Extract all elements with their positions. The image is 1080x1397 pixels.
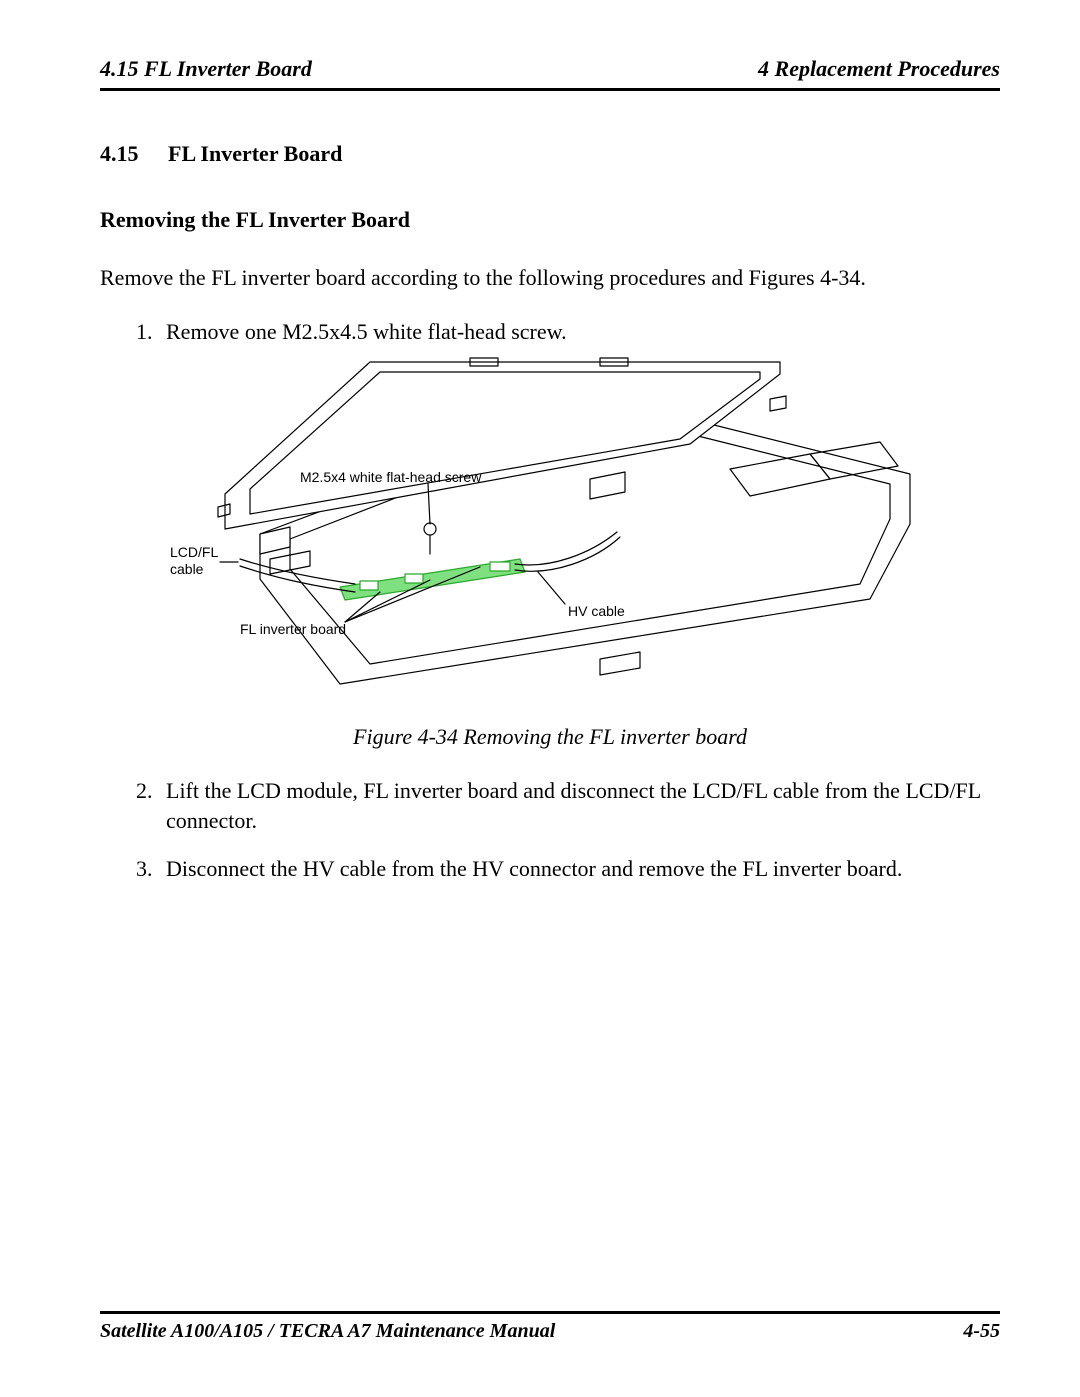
step-2: Lift the LCD module, FL inverter board a… — [158, 776, 1000, 835]
label-inverter: FL inverter board — [240, 621, 346, 637]
page-footer: Satellite A100/A105 / TECRA A7 Maintenan… — [100, 1311, 1000, 1343]
footer-left: Satellite A100/A105 / TECRA A7 Maintenan… — [100, 1320, 555, 1343]
page-header: 4.15 FL Inverter Board 4 Replacement Pro… — [100, 56, 1000, 91]
footer-right: 4-55 — [963, 1320, 1000, 1343]
label-lcdfl-1: LCD/FL — [170, 544, 218, 560]
step-1: Remove one M2.5x4.5 white flat-head scre… — [158, 317, 1000, 347]
subheading: Removing the FL Inverter Board — [100, 207, 1000, 233]
header-right: 4 Replacement Procedures — [758, 56, 1000, 82]
figure-4-34: M2.5x4 white flat-head screw LCD/FL cabl… — [100, 354, 1000, 714]
section-title-text: FL Inverter Board — [168, 141, 342, 166]
section-number: 4.15 — [100, 141, 139, 167]
procedure-list-part2: Lift the LCD module, FL inverter board a… — [100, 776, 1000, 883]
label-lcdfl-2: cable — [170, 561, 204, 577]
step-3: Disconnect the HV cable from the HV conn… — [158, 854, 1000, 884]
figure-caption: Figure 4-34 Removing the FL inverter boa… — [100, 724, 1000, 750]
label-screw: M2.5x4 white flat-head screw — [300, 469, 482, 485]
header-left: 4.15 FL Inverter Board — [100, 56, 312, 82]
diagram-svg: M2.5x4 white flat-head screw LCD/FL cabl… — [170, 354, 930, 714]
intro-paragraph: Remove the FL inverter board according t… — [100, 263, 1000, 293]
label-hv: HV cable — [568, 603, 625, 619]
section-heading: 4.15 FL Inverter Board — [100, 141, 1000, 167]
procedure-list-part1: Remove one M2.5x4.5 white flat-head scre… — [100, 317, 1000, 347]
